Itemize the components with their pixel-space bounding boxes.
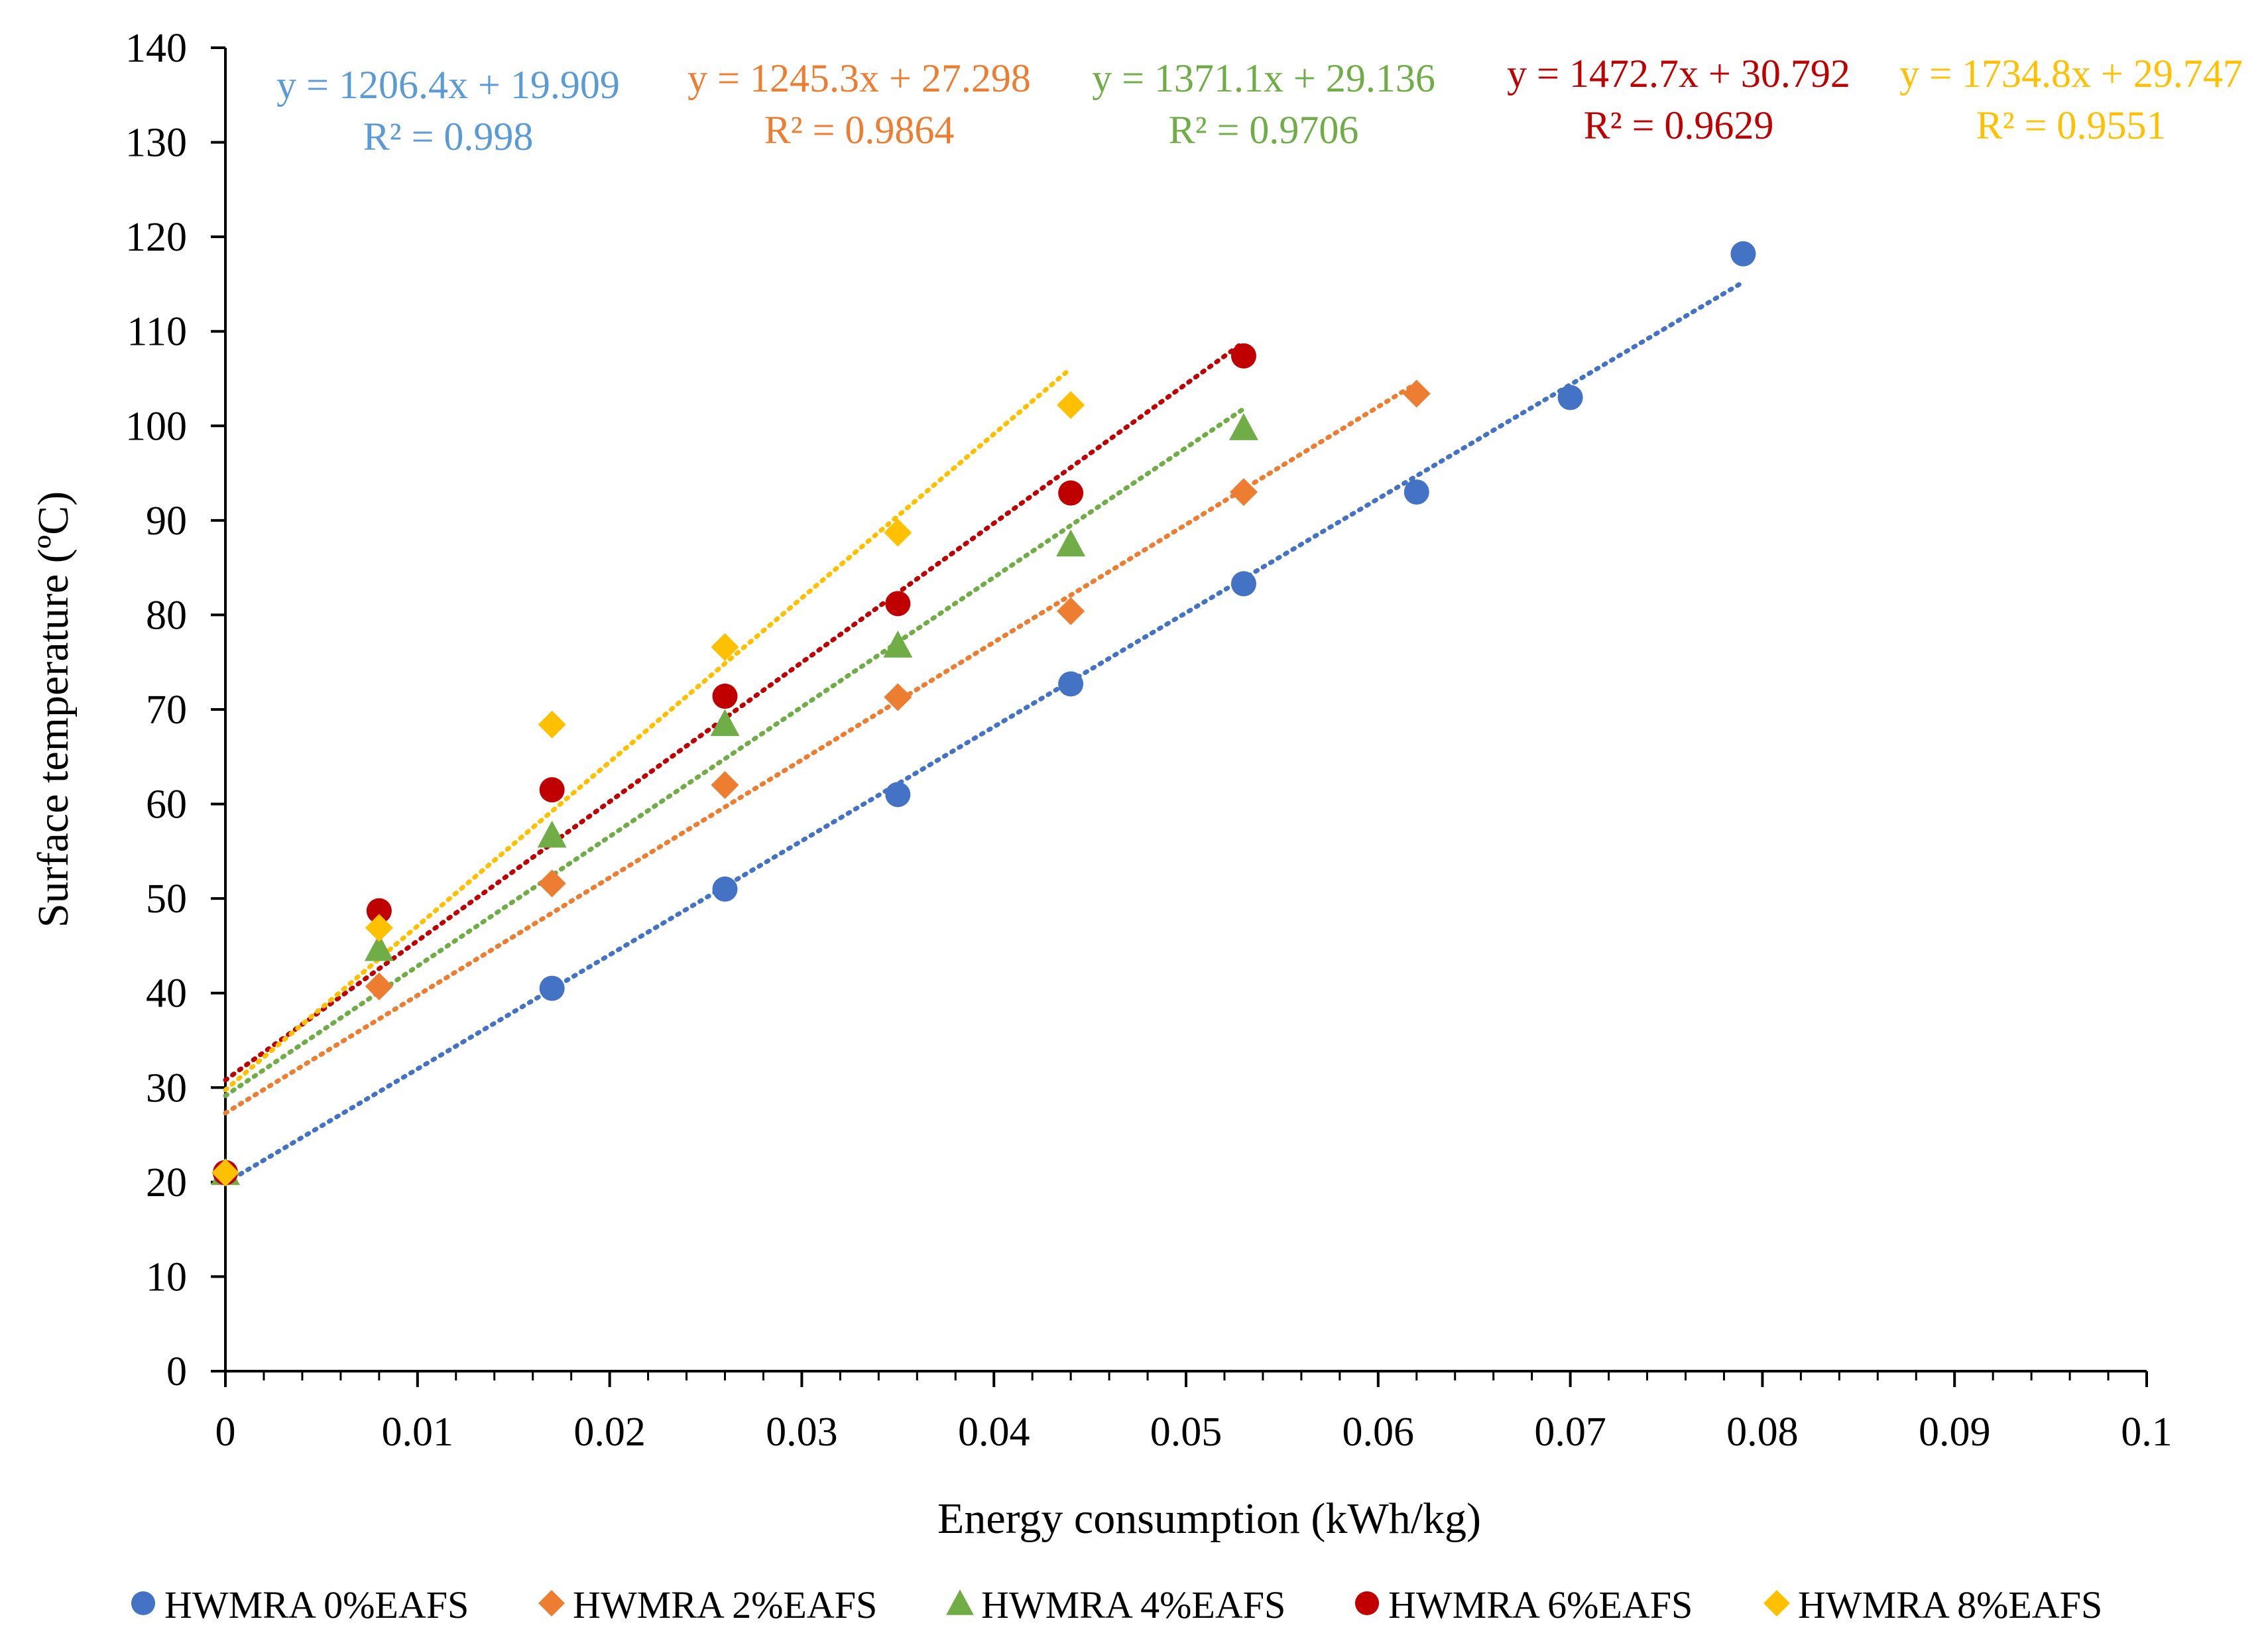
data-point-s4-1 — [365, 914, 393, 942]
data-point-s1-2 — [538, 869, 566, 898]
y-tick-label: 60 — [146, 782, 187, 827]
data-point-s3-6 — [1230, 343, 1256, 369]
trendline-0 — [223, 279, 1746, 1186]
trendline-equation-4: y = 1734.8x + 29.747 — [1899, 52, 2243, 95]
data-point-s3-2 — [539, 777, 565, 803]
y-tick-label: 120 — [125, 215, 187, 260]
trendline-r2-0: R² = 0.998 — [363, 115, 534, 158]
data-point-s1-4 — [884, 683, 912, 711]
x-tick-label: 0.04 — [958, 1410, 1030, 1455]
data-point-s2-4 — [883, 631, 913, 658]
legend-label-3: HWMRA 6%EAFS — [1388, 1583, 1693, 1626]
legend-marker-2 — [946, 1589, 974, 1615]
data-point-s3-4 — [885, 591, 911, 617]
data-point-s4-4 — [884, 518, 912, 547]
y-axis-title: Surface temperature (ºC) — [29, 491, 78, 928]
trendline-equation-0: y = 1206.4x + 19.909 — [276, 63, 620, 107]
data-point-s0-2 — [712, 876, 738, 902]
y-tick-label: 130 — [125, 121, 187, 166]
y-tick-label: 90 — [146, 499, 187, 544]
data-point-s1-3 — [711, 771, 739, 800]
x-tick-label: 0 — [215, 1410, 236, 1455]
data-point-s2-5 — [1056, 529, 1086, 557]
data-point-s1-5 — [1057, 597, 1085, 625]
trendline-1 — [223, 381, 1419, 1116]
y-tick-label: 20 — [146, 1160, 187, 1205]
y-tick-label: 40 — [146, 971, 187, 1016]
legend-marker-4 — [1763, 1590, 1790, 1616]
data-point-s3-3 — [712, 684, 738, 709]
x-tick-label: 0.09 — [1919, 1410, 1991, 1455]
trendline-r2-4: R² = 0.9551 — [1976, 103, 2167, 147]
data-point-s4-3 — [711, 633, 739, 661]
trendline-r2-2: R² = 0.9706 — [1169, 108, 1359, 152]
data-point-s2-1 — [364, 934, 394, 961]
x-tick-label: 0.08 — [1726, 1410, 1799, 1455]
trendline-equation-3: y = 1472.7x + 30.792 — [1507, 52, 1850, 95]
data-point-s1-6 — [1229, 478, 1258, 507]
x-tick-label: 0.1 — [2121, 1410, 2173, 1455]
y-tick-label: 110 — [127, 310, 187, 355]
legend: HWMRA 0%EAFS HWMRA 2%EAFS HWMRA 4%EAFS HWMR… — [131, 1583, 2102, 1626]
x-tick-label: 0.03 — [766, 1410, 838, 1455]
x-axis-title: Energy consumption (kWh/kg) — [937, 1494, 1481, 1543]
trendline-3 — [223, 339, 1246, 1083]
data-point-s1-1 — [365, 972, 393, 1001]
trendlines — [223, 279, 1746, 1186]
trendline-equation-2: y = 1371.1x + 29.136 — [1092, 56, 1435, 100]
trendline-r2-3: R² = 0.9629 — [1584, 103, 1774, 147]
data-point-s1-7 — [1402, 379, 1431, 408]
axes: 0 10 20 30 40 50 60 70 80 90 100 110 120 130 140 0 0.01 0… — [125, 26, 2173, 1455]
y-tick-label: 30 — [146, 1066, 187, 1111]
y-tick-label: 70 — [146, 688, 187, 733]
y-tick-label: 50 — [146, 877, 187, 922]
data-point-s2-6 — [1228, 413, 1258, 440]
legend-marker-1 — [538, 1590, 565, 1616]
x-tick-label: 0.06 — [1343, 1410, 1415, 1455]
legend-label-2: HWMRA 4%EAFS — [981, 1583, 1285, 1626]
legend-label-1: HWMRA 2%EAFS — [573, 1583, 877, 1626]
data-point-s0-6 — [1403, 479, 1429, 505]
data-point-s0-4 — [1058, 671, 1084, 697]
data-point-s4-2 — [538, 710, 566, 739]
data-point-s3-5 — [1058, 480, 1084, 506]
data-point-s0-5 — [1230, 571, 1256, 597]
trendline-4 — [223, 366, 1073, 1093]
legend-marker-0 — [131, 1591, 156, 1616]
trendline-r2-1: R² = 0.9864 — [764, 108, 955, 152]
trendline-equations: y = 1206.4x + 19.909 R² = 0.998 y = 1245.3… — [276, 52, 2243, 158]
data-point-s4-0 — [211, 1158, 239, 1187]
x-tick-label: 0.01 — [382, 1410, 454, 1455]
data-points — [211, 241, 1756, 1187]
data-point-s0-7 — [1557, 385, 1583, 410]
data-point-s2-2 — [537, 820, 567, 848]
y-tick-label: 0 — [166, 1349, 187, 1394]
y-tick-label: 80 — [146, 593, 187, 638]
legend-label-4: HWMRA 8%EAFS — [1798, 1583, 2102, 1626]
legend-label-0: HWMRA 0%EAFS — [164, 1583, 469, 1626]
trendline-equation-1: y = 1245.3x + 27.298 — [687, 56, 1031, 100]
trendline-2 — [223, 406, 1246, 1099]
data-point-s0-1 — [539, 975, 565, 1001]
x-tick-label: 0.05 — [1150, 1410, 1223, 1455]
data-point-s0-3 — [885, 782, 911, 808]
x-tick-label: 0.02 — [573, 1410, 646, 1455]
y-tick-label: 10 — [146, 1254, 187, 1300]
y-tick-label: 100 — [125, 404, 187, 449]
data-point-s0-8 — [1730, 241, 1756, 267]
data-point-s3-1 — [366, 898, 392, 924]
data-point-s2-3 — [710, 709, 740, 737]
legend-marker-3 — [1354, 1591, 1380, 1616]
y-tick-label: 140 — [125, 26, 187, 71]
data-point-s4-5 — [1057, 391, 1085, 419]
x-tick-label: 0.07 — [1534, 1410, 1606, 1455]
